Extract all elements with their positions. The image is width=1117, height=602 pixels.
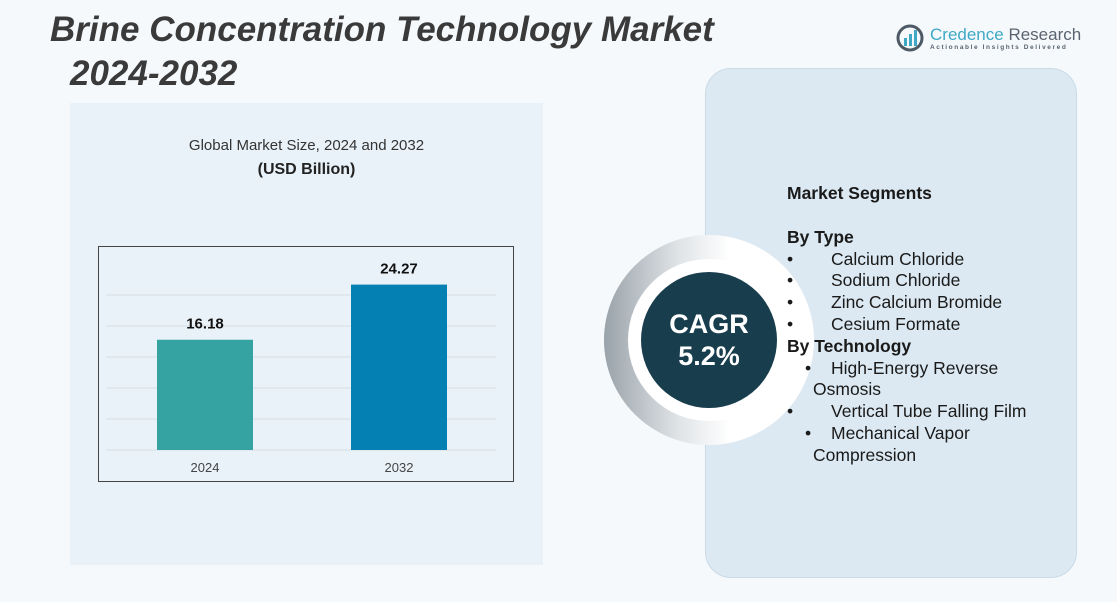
segments-heading: Market Segments bbox=[787, 183, 932, 203]
list-item: Mechanical Vapor Compression bbox=[787, 423, 1067, 467]
cagr-value: 5.2% bbox=[678, 341, 740, 371]
list-item: Vertical Tube Falling Film bbox=[787, 401, 1067, 423]
title-line-2: 2024-2032 bbox=[70, 54, 238, 93]
x-tick-label: 2032 bbox=[385, 460, 414, 475]
x-tick-label: 2024 bbox=[191, 460, 220, 475]
logo-name: Credence Research bbox=[930, 24, 1082, 44]
bar-2024 bbox=[157, 339, 253, 450]
cagr-badge: CAGR 5.2% bbox=[641, 272, 777, 408]
list-item: Cesium Formate bbox=[787, 314, 1067, 336]
market-segments: Market Segments By Type Calcium Chloride… bbox=[787, 183, 1067, 467]
list-item: Zinc Calcium Bromide bbox=[787, 292, 1067, 314]
chart-panel bbox=[70, 103, 543, 565]
data-label: 16.18 bbox=[186, 316, 224, 333]
list-item: Sodium Chloride bbox=[787, 270, 1067, 292]
group-title-type: By Type bbox=[787, 226, 854, 247]
chart-frame bbox=[98, 246, 514, 482]
logo-chart-icon bbox=[896, 24, 924, 52]
credence-research-logo: Credence Research Actionable Insights De… bbox=[896, 24, 1081, 52]
group-title-technology: By Technology bbox=[787, 335, 912, 356]
bar-chart: 16.18 2024 24.27 2032 bbox=[98, 246, 514, 482]
logo-tagline: Actionable Insights Delivered bbox=[930, 43, 1068, 51]
chart-unit: (USD Billion) bbox=[257, 161, 356, 178]
data-label: 24.27 bbox=[380, 261, 418, 278]
list-item: High-Energy Reverse Osmosis bbox=[787, 358, 1067, 402]
cagr-label: CAGR bbox=[669, 309, 749, 339]
chart-title: Global Market Size, 2024 and 2032 bbox=[188, 137, 425, 154]
page-title: Brine Concentration Technology Market 20… bbox=[50, 8, 714, 96]
bar-2032 bbox=[351, 284, 447, 450]
list-item: Calcium Chloride bbox=[787, 249, 1067, 271]
title-line-1: Brine Concentration Technology Market bbox=[50, 10, 714, 49]
